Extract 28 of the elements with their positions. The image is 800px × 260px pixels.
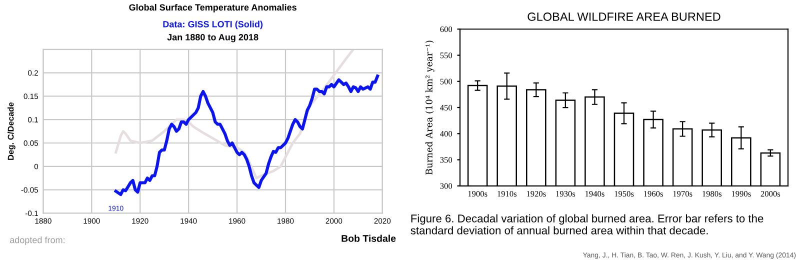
x-tick-label: 1920s (526, 191, 546, 197)
y-axis-title: Deg. C/Decade (8, 102, 16, 160)
y-tick-label: 350 (440, 157, 452, 163)
x-tick-label: 1910s (498, 191, 517, 197)
chart-title: GLOBAL WILDFIRE AREA BURNED (528, 12, 720, 21)
y-tick-label: 500 (440, 78, 452, 84)
text: adopted from: (10, 236, 64, 245)
x-tick-label: 1960s (644, 191, 663, 197)
y-axis-title: Burned Area (10⁴ km² year⁻¹) (425, 40, 434, 175)
chart-title: Global Surface Temperature Anomalies (129, 4, 296, 12)
line-series (114, 74, 380, 196)
x-tick-label: 1970s (673, 191, 692, 197)
x-tick-label: 1930s (556, 191, 576, 197)
y-tick-label: 450 (440, 104, 452, 110)
text: Bob Tisdale (342, 234, 396, 242)
x-tick-label: 2000s (760, 191, 780, 197)
x-tick-label: 1940s (585, 191, 604, 197)
x-tick-label: 1980s (702, 191, 722, 197)
y-tick-label: 600 (440, 26, 452, 32)
x-tick-label: 1990s (732, 191, 751, 197)
y-tick-label: 300 (440, 183, 452, 189)
x-tick-label: 1950s (614, 191, 634, 197)
caption: Figure 6. Decadal variation of global burned area. Error bar refers to the standard deviation of annual burned area within that decade. (410, 214, 764, 234)
y-tick-label: 400 (440, 130, 452, 137)
chart-subtitle: Data: GISS LOTI (Solid) (163, 20, 263, 30)
x-tick-label: 1900s (468, 191, 488, 197)
text: Jan 1880 to Aug 2018 (167, 34, 258, 42)
y-tick-label: 550 (440, 52, 452, 58)
